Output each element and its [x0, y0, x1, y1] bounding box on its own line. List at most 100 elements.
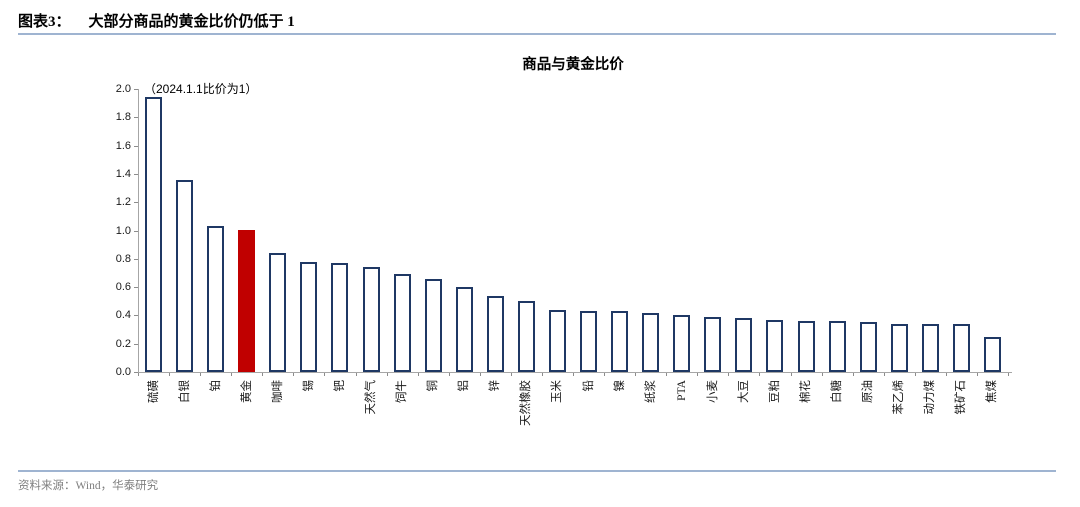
chart-bar-铁矿石: [953, 324, 970, 372]
y-axis-tick-label: 1.6: [115, 140, 131, 152]
x-axis-tick: [759, 373, 760, 376]
y-axis-tick-label: 0.2: [115, 338, 131, 350]
chart-bar-焦煤: [984, 337, 1001, 372]
x-axis-label: 焦煤: [986, 380, 998, 403]
y-axis-tick: [134, 146, 138, 147]
x-axis-label: 天然气: [365, 380, 377, 415]
x-axis-label: 纸浆: [645, 380, 657, 403]
chart-bar-咖啡: [269, 253, 286, 372]
y-axis-tick: [134, 259, 138, 260]
x-axis-label: 豆粕: [769, 380, 781, 403]
x-axis-label: 黄金: [241, 380, 253, 403]
chart-bar-天然气: [363, 267, 380, 372]
y-axis-tick-label: 1.2: [115, 196, 131, 208]
x-axis-label: 原油: [862, 380, 874, 403]
x-axis-tick: [480, 373, 481, 376]
chart-bar-棉花: [798, 321, 815, 372]
x-axis-label: 锡: [303, 380, 315, 392]
x-axis-label: 小麦: [707, 380, 719, 403]
chart-bar-纸浆: [642, 313, 659, 372]
chart-bar-白银: [176, 180, 193, 372]
chart-bar-铜: [425, 279, 442, 372]
chart-bar-镍: [611, 311, 628, 372]
figure-title: 大部分商品的黄金比价仍低于 1: [88, 14, 295, 30]
y-axis-tick: [134, 89, 138, 90]
chart-bar-原油: [860, 322, 877, 372]
source-note: 资料来源：Wind，华泰研究: [18, 480, 159, 492]
x-axis-label: 天然橡胶: [520, 380, 532, 426]
y-axis-tick-label: 0.4: [115, 309, 131, 321]
x-axis-tick: [542, 373, 543, 376]
x-axis-tick: [573, 373, 574, 376]
y-axis-tick-label: 0.0: [115, 366, 131, 378]
x-axis-tick: [324, 373, 325, 376]
y-axis-tick: [134, 231, 138, 232]
header-divider: [18, 33, 1056, 35]
chart-bar-动力煤: [922, 324, 939, 372]
figure-header: 图表3： 大部分商品的黄金比价仍低于 1: [18, 10, 295, 31]
y-axis-tick-label: 1.0: [115, 225, 131, 237]
x-axis-label: 动力煤: [924, 380, 936, 415]
y-axis-tick: [134, 372, 138, 373]
x-axis-tick: [449, 373, 450, 376]
x-axis-label: 白银: [179, 380, 191, 403]
y-axis-tick: [134, 174, 138, 175]
x-axis-label: 咖啡: [272, 380, 284, 403]
x-axis-tick: [418, 373, 419, 376]
chart-bar-黄金: [238, 230, 255, 372]
chart-bar-铅: [580, 311, 597, 372]
x-axis-tick: [977, 373, 978, 376]
y-axis-tick: [134, 287, 138, 288]
footer-divider: [18, 470, 1056, 472]
y-axis-tick-label: 1.8: [115, 111, 131, 123]
chart-bar-硫磺: [145, 97, 162, 372]
chart-bar-锡: [300, 262, 317, 372]
x-axis-label: 硫磺: [148, 380, 160, 403]
x-axis-tick: [915, 373, 916, 376]
chart-bar-豆粕: [766, 320, 783, 372]
x-axis-label: 铜: [427, 380, 439, 392]
x-axis-label: 钯: [334, 380, 346, 392]
x-axis-tick: [635, 373, 636, 376]
x-axis-label: 棉花: [800, 380, 812, 403]
x-axis-label: 铂: [210, 380, 222, 392]
y-axis-tick-label: 2.0: [115, 83, 131, 95]
x-axis-label: 大豆: [738, 380, 750, 403]
x-axis-tick: [884, 373, 885, 376]
chart-bar-大豆: [735, 318, 752, 372]
x-axis-tick: [853, 373, 854, 376]
chart-bar-玉米: [549, 310, 566, 372]
x-axis-tick: [511, 373, 512, 376]
chart-bar-铂: [207, 226, 224, 372]
x-axis-label: 玉米: [551, 380, 563, 403]
x-axis-tick: [293, 373, 294, 376]
x-axis-tick: [697, 373, 698, 376]
chart-bar-天然橡胶: [518, 301, 535, 372]
chart-bar-PTA: [673, 315, 690, 372]
y-axis-tick-label: 0.6: [115, 281, 131, 293]
x-axis-tick: [728, 373, 729, 376]
y-axis-tick-label: 1.4: [115, 168, 131, 180]
x-axis-tick: [356, 373, 357, 376]
chart-title: 商品与黄金比价: [522, 57, 624, 73]
chart-bar-白糖: [829, 321, 846, 372]
y-axis-line: [138, 89, 139, 373]
x-axis-tick: [138, 373, 139, 376]
x-axis-label: 苯乙烯: [893, 380, 905, 415]
x-axis-tick: [387, 373, 388, 376]
x-axis-label: 镍: [614, 380, 626, 392]
chart-bar-苯乙烯: [891, 324, 908, 372]
x-axis-label: 铁矿石: [955, 380, 967, 415]
x-axis-label: 白糖: [831, 380, 843, 403]
x-axis-label: PTA: [676, 380, 688, 401]
y-axis-tick: [134, 315, 138, 316]
x-axis-label: 铝: [458, 380, 470, 392]
x-axis-tick: [1008, 373, 1009, 376]
figure-number-label: 图表3：: [18, 14, 71, 30]
x-axis-label: 饲牛: [396, 380, 408, 403]
y-axis-tick: [134, 202, 138, 203]
y-axis-tick: [134, 344, 138, 345]
x-axis-tick: [822, 373, 823, 376]
x-axis-label: 铅: [583, 380, 595, 392]
